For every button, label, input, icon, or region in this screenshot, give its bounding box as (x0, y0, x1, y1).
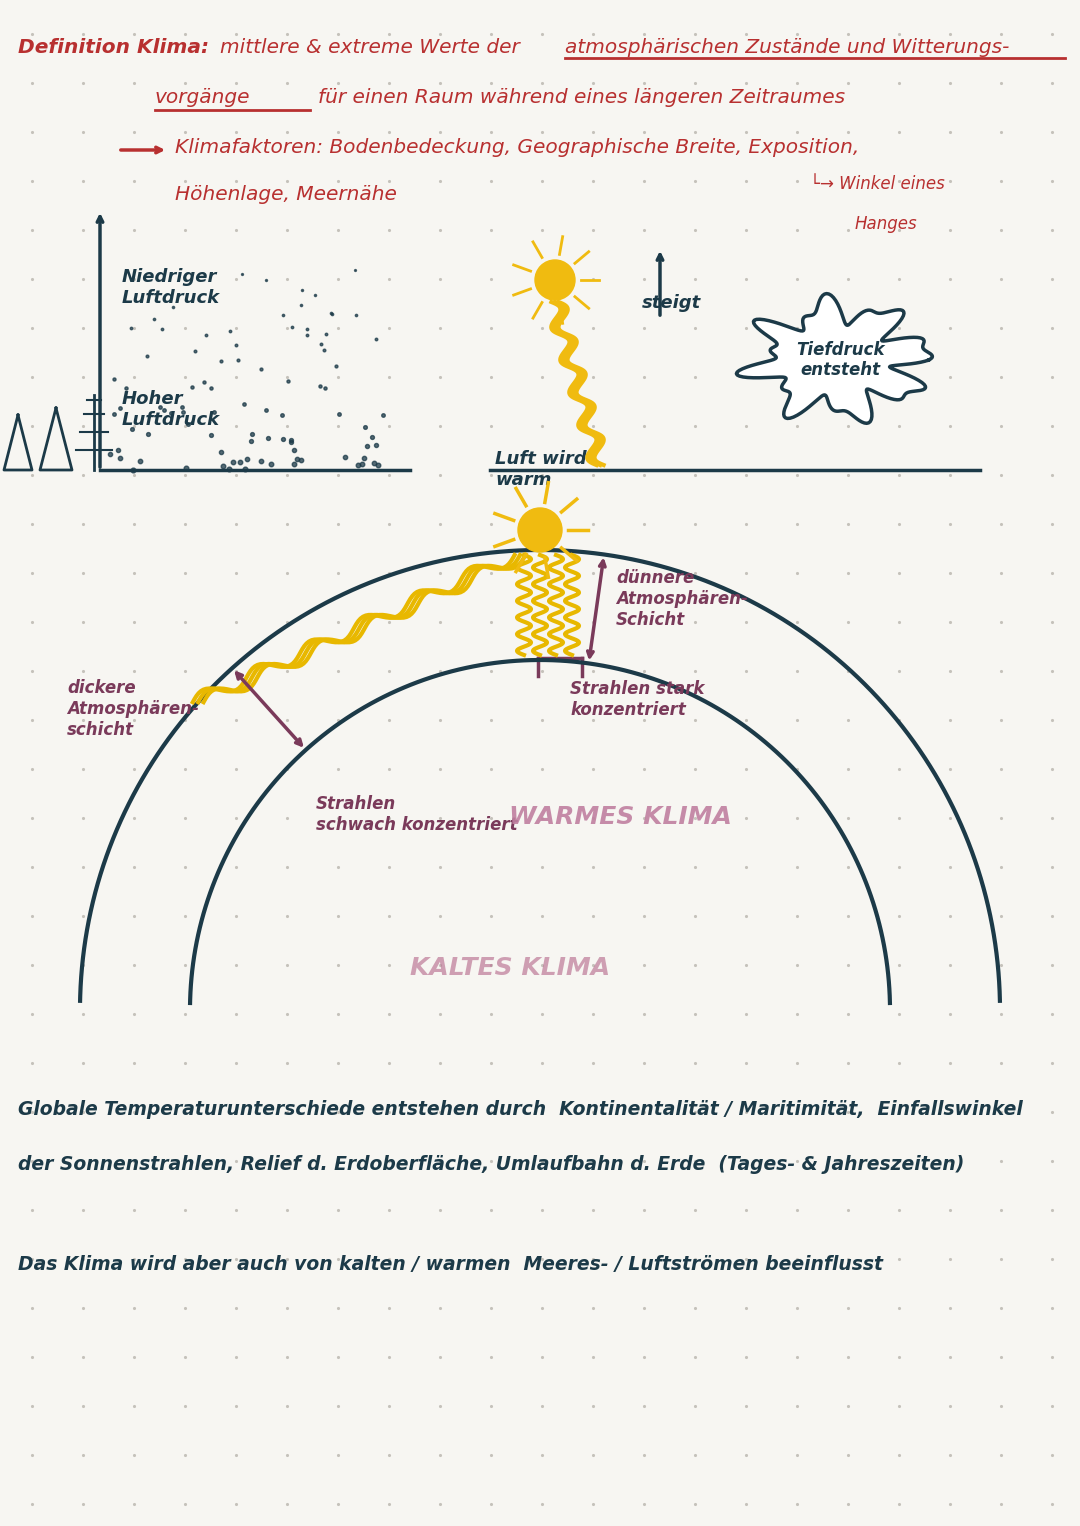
Text: Klimafaktoren: Bodenbedeckung, Geographische Breite, Exposition,: Klimafaktoren: Bodenbedeckung, Geographi… (175, 137, 860, 157)
Text: dickere
Atmosphären-
schicht: dickere Atmosphären- schicht (67, 679, 199, 739)
Text: mittlere & extreme Werte der: mittlere & extreme Werte der (220, 38, 519, 56)
Text: Definition Klima:: Definition Klima: (18, 38, 210, 56)
Text: Strahlen
schwach konzentriert: Strahlen schwach konzentriert (315, 795, 517, 833)
Text: vorgänge: vorgänge (156, 89, 251, 107)
Text: Höhenlage, Meernähe: Höhenlage, Meernähe (175, 185, 396, 204)
Text: Hoher
Luftdruck: Hoher Luftdruck (122, 391, 220, 429)
Text: Luft wird
warm: Luft wird warm (495, 450, 586, 488)
Text: Globale Temperaturunterschiede entstehen durch  Kontinentalität / Maritimität,  : Globale Temperaturunterschiede entstehen… (18, 1100, 1023, 1119)
Text: Hanges: Hanges (855, 215, 918, 233)
Text: für einen Raum während eines längeren Zeitraumes: für einen Raum während eines längeren Ze… (318, 89, 846, 107)
Text: dünnere
Atmosphären-
Schicht: dünnere Atmosphären- Schicht (616, 569, 747, 629)
Circle shape (518, 508, 562, 552)
Text: Strahlen stark
konzentriert: Strahlen stark konzentriert (570, 681, 704, 719)
Text: Tiefdruck
entsteht: Tiefdruck entsteht (796, 340, 885, 380)
Text: WARMES KLIMA: WARMES KLIMA (509, 806, 731, 830)
Text: Niedriger
Luftdruck: Niedriger Luftdruck (122, 269, 220, 307)
Circle shape (535, 259, 575, 301)
Text: KALTES KLIMA: KALTES KLIMA (410, 955, 610, 980)
Text: └→ Winkel eines: └→ Winkel eines (810, 175, 945, 192)
Text: atmosphärischen Zustände und Witterungs-: atmosphärischen Zustände und Witterungs- (565, 38, 1010, 56)
Polygon shape (737, 293, 932, 423)
Text: steigt: steigt (642, 295, 701, 311)
Text: Das Klima wird aber auch von kalten / warmen  Meeres- / Luftströmen beeinflusst: Das Klima wird aber auch von kalten / wa… (18, 1254, 883, 1274)
Text: der Sonnenstrahlen, Relief d. Erdoberfläche, Umlaufbahn d. Erde  (Tages- & Jahre: der Sonnenstrahlen, Relief d. Erdoberflä… (18, 1155, 964, 1173)
